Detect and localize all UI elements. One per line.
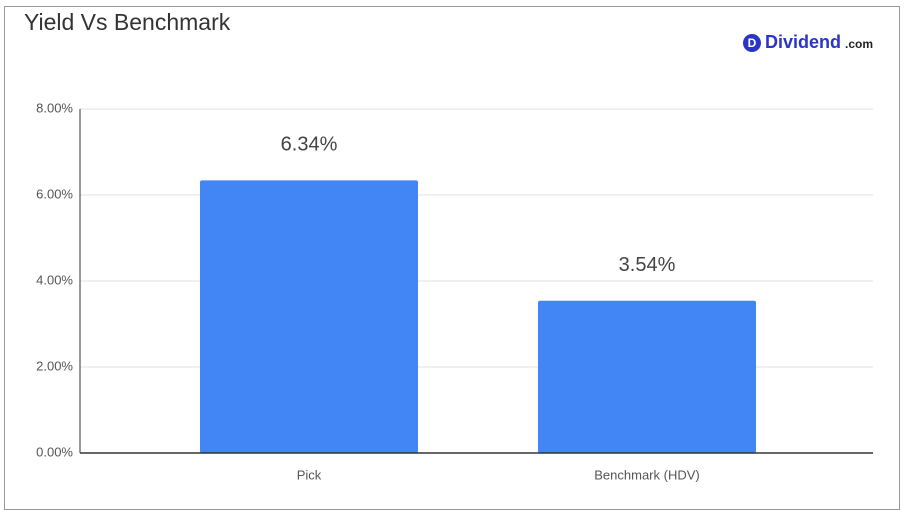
logo-icon: D (748, 36, 757, 50)
y-tick-label: 4.00% (36, 272, 73, 287)
value-label: 3.54% (619, 254, 676, 276)
value-label: 6.34% (281, 134, 338, 156)
y-tick-label: 0.00% (36, 444, 73, 459)
bar (200, 180, 418, 453)
logo-suffix: .com (845, 37, 873, 51)
y-tick-label: 8.00% (36, 100, 73, 115)
x-tick-label: Benchmark (HDV) (594, 467, 699, 482)
y-tick-label: 2.00% (36, 358, 73, 373)
chart-title: Yield Vs Benchmark (24, 9, 231, 35)
bar (538, 300, 756, 453)
y-tick-label: 6.00% (36, 186, 73, 201)
logo-icon-bg (743, 34, 761, 52)
logo-name: Dividend (765, 32, 841, 52)
frame (4, 6, 900, 510)
x-tick-label: Pick (297, 467, 322, 482)
